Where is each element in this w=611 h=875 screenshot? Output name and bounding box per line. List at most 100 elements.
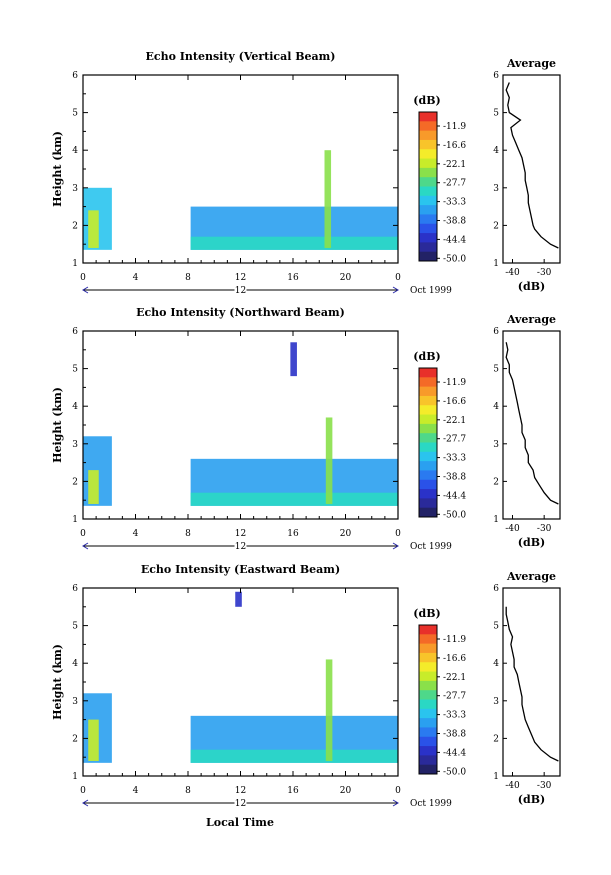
- colorbar-label: -22.1: [443, 673, 466, 683]
- colorbar-segment: [419, 368, 437, 378]
- colorbar-segment: [419, 121, 437, 132]
- colorbar-segment: [419, 643, 437, 654]
- profile-y-tick-label: 3: [493, 697, 499, 707]
- colorbar-segment: [419, 139, 437, 150]
- echo-region: [88, 210, 99, 248]
- colorbar-segment: [419, 177, 437, 187]
- colorbar-label: -33.3: [443, 198, 466, 208]
- y-tick-label: 3: [72, 440, 78, 450]
- x-tick-label: 16: [287, 529, 299, 539]
- profile-x-label: (dB): [518, 793, 545, 806]
- profile-x-label: (dB): [518, 536, 545, 549]
- x-tick-label: 0: [80, 273, 86, 283]
- colorbar-segment: [419, 652, 437, 663]
- colorbar-segment: [419, 423, 437, 434]
- colorbar-segment: [419, 727, 437, 738]
- y-axis-label: Height (km): [51, 644, 64, 720]
- colorbar-segment: [419, 736, 437, 747]
- colorbar-segment: [419, 205, 437, 215]
- colorbar-segment: [419, 233, 437, 243]
- colorbar-label: -27.7: [443, 179, 466, 189]
- x-tick-label: 12: [235, 529, 246, 539]
- profile-line: [505, 606, 559, 762]
- colorbar-label: -22.1: [443, 416, 466, 426]
- date-line-arrow-left: [82, 286, 89, 294]
- profile-x-tick-label: -30: [537, 524, 552, 534]
- date-label-bg: [234, 541, 247, 550]
- colorbar-segment: [419, 214, 437, 225]
- y-tick-label: 5: [72, 109, 78, 119]
- x-tick-label: 8: [185, 786, 191, 796]
- colorbar-segment: [419, 479, 437, 490]
- profile-y-tick-label: 1: [493, 772, 499, 782]
- colorbar-segment: [419, 680, 437, 691]
- colorbar-segment: [419, 690, 437, 700]
- profile-y-tick-label: 6: [493, 584, 499, 594]
- colorbar-segment: [419, 242, 437, 253]
- month-label: Oct 1999: [410, 542, 452, 552]
- date-label: 12: [235, 542, 246, 552]
- colorbar-label: -16.6: [443, 397, 466, 407]
- x-tick-label: 4: [133, 786, 139, 796]
- profile-y-tick-label: 2: [493, 477, 499, 487]
- colorbar-segment: [419, 386, 437, 397]
- colorbar-unit: (dB): [413, 607, 440, 620]
- colorbar-segment: [419, 395, 437, 406]
- profile-y-tick-label: 1: [493, 259, 499, 269]
- x-tick-label: 4: [133, 529, 139, 539]
- x-tick-label: 8: [185, 273, 191, 283]
- x-tick-label: 12: [235, 786, 246, 796]
- y-tick-label: 3: [72, 697, 78, 707]
- echo-region: [324, 150, 332, 248]
- y-tick-label: 4: [72, 146, 78, 156]
- x-tick-label: 0: [80, 786, 86, 796]
- profile-title: Average: [506, 57, 556, 70]
- colorbar-label: -38.8: [443, 217, 466, 227]
- colorbar-label: -44.4: [443, 748, 466, 758]
- profile-title: Average: [506, 313, 556, 326]
- date-label: 12: [235, 799, 246, 809]
- y-axis-label: Height (km): [51, 131, 64, 207]
- colorbar-label: -44.4: [443, 491, 466, 501]
- colorbar-segment: [419, 634, 437, 645]
- colorbar-label: -11.9: [443, 122, 466, 132]
- colorbar-segment: [419, 112, 437, 122]
- echo-region: [190, 236, 398, 250]
- colorbar-label: -50.0: [443, 767, 466, 777]
- y-tick-label: 1: [72, 259, 78, 269]
- month-label: Oct 1999: [410, 286, 452, 296]
- colorbar-segment: [419, 433, 437, 443]
- y-tick-label: 6: [72, 584, 78, 594]
- colorbar-segment: [419, 195, 437, 206]
- colorbar-frame: [418, 111, 438, 262]
- x-tick-label: 0: [80, 529, 86, 539]
- profile-y-tick-label: 2: [493, 734, 499, 744]
- colorbar-segment: [419, 405, 437, 416]
- colorbar-segment: [419, 414, 437, 425]
- profile-y-tick-label: 5: [493, 622, 499, 632]
- colorbar-label: -27.7: [443, 692, 466, 702]
- profile-y-tick-label: 4: [493, 659, 499, 669]
- colorbar-frame: [418, 624, 438, 775]
- profile-frame: [502, 330, 561, 520]
- profile-x-tick-label: -40: [505, 268, 520, 278]
- echo-region: [325, 417, 333, 504]
- y-tick-label: 1: [72, 772, 78, 782]
- profile-y-tick-label: 1: [493, 515, 499, 525]
- date-label-bg: [234, 285, 247, 294]
- panel-title: Echo Intensity (Northward Beam): [136, 306, 345, 319]
- colorbar-segment: [419, 251, 437, 262]
- x-tick-label: 16: [287, 273, 299, 283]
- colorbar-label: -33.3: [443, 711, 466, 721]
- x-tick-label: 16: [287, 786, 299, 796]
- colorbar-unit: (dB): [413, 94, 440, 107]
- profile-x-tick-label: -30: [537, 268, 552, 278]
- colorbar-segment: [419, 718, 437, 728]
- date-label-bg: [234, 798, 247, 807]
- x-tick-label: 20: [340, 529, 352, 539]
- profile-y-tick-label: 3: [493, 440, 499, 450]
- y-tick-label: 4: [72, 402, 78, 412]
- colorbar-segment: [419, 167, 437, 178]
- profile-frame: [502, 74, 561, 264]
- colorbar-segment: [419, 625, 437, 635]
